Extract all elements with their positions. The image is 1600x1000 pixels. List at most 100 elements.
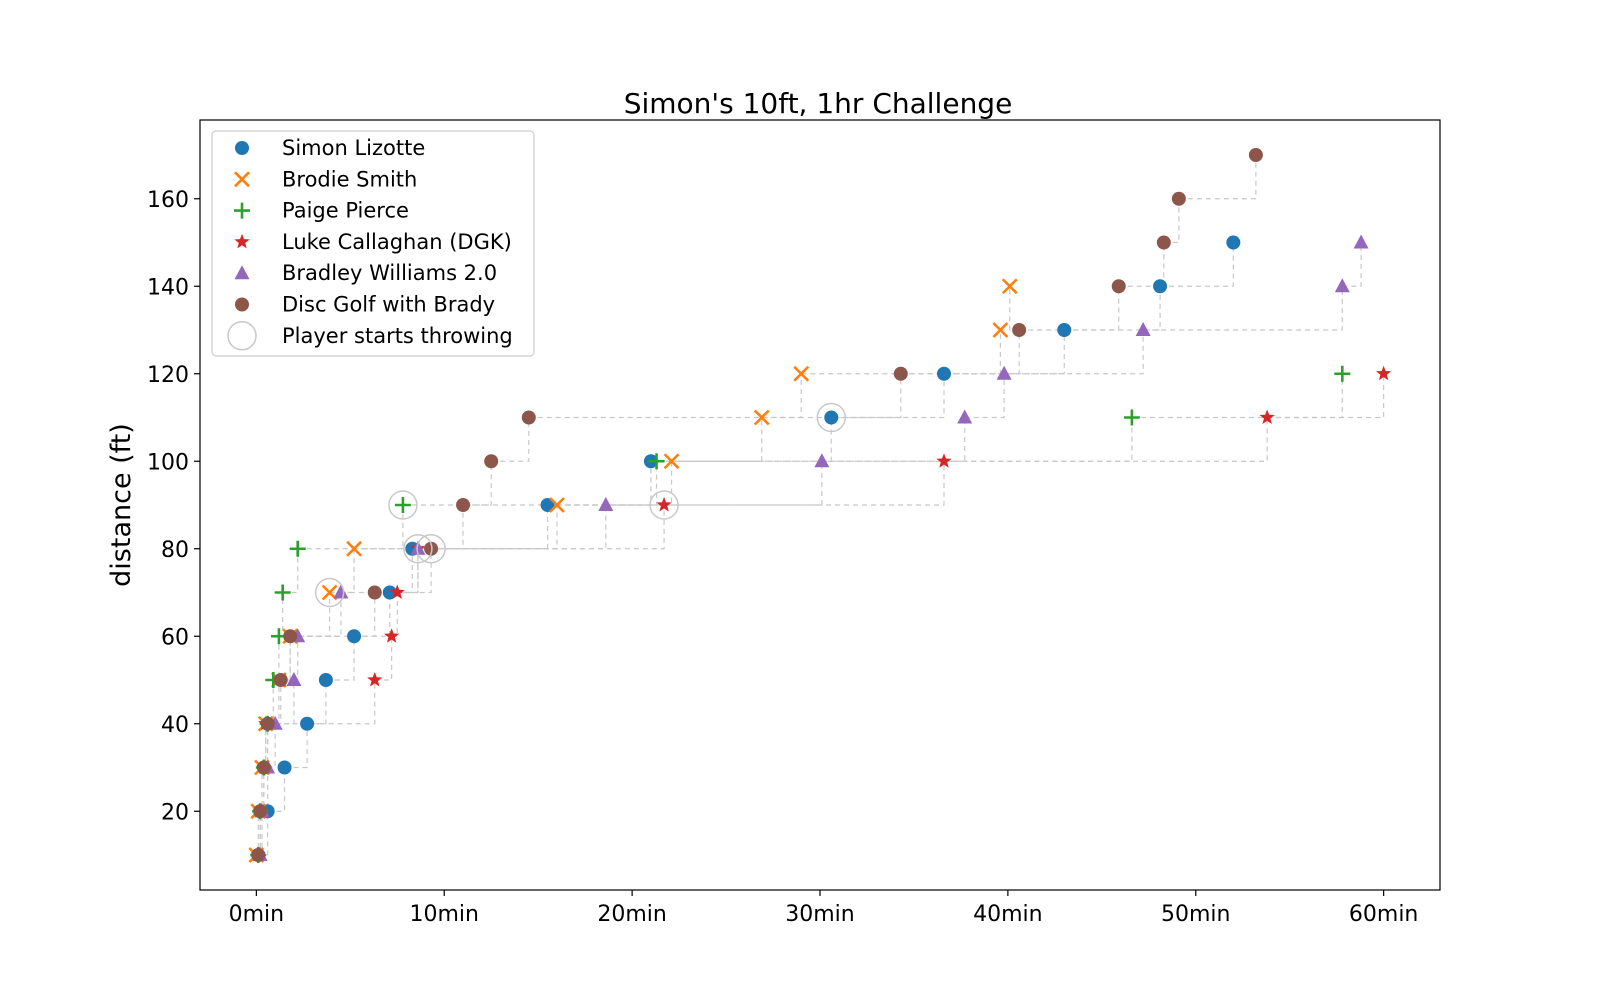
step-connector — [297, 505, 404, 550]
step-connector — [354, 592, 391, 637]
data-point-luke-callaghan-dgk — [936, 453, 952, 468]
step-connector — [391, 592, 398, 637]
data-point-bradley-williams-2-0 — [1334, 278, 1350, 293]
legend-label: Brodie Smith — [282, 167, 417, 191]
data-point-brodie-smith — [793, 365, 810, 382]
data-point-simon-lizotte — [540, 498, 555, 512]
step-connector — [374, 636, 393, 681]
x-tick-label: 60min — [1349, 902, 1418, 927]
data-point-disc-golf-with-brady — [1111, 279, 1126, 294]
step-connector — [463, 461, 492, 506]
step-connector — [282, 548, 299, 594]
x-axis: 0min 10min 20min 30min 40min 50min 60min — [229, 890, 1418, 927]
legend-marker — [234, 265, 250, 280]
y-tick-label: 40 — [161, 713, 189, 738]
step-connector — [556, 461, 673, 506]
data-point-bradley-williams-2-0 — [286, 672, 302, 686]
data-point-brodie-smith — [992, 322, 1009, 338]
data-point-bradley-williams-2-0 — [814, 453, 830, 468]
data-point-paige-pierce — [274, 584, 291, 601]
start-throwing-ring — [416, 534, 446, 564]
data-point-paige-pierce — [289, 540, 306, 557]
x-tick-label: 10min — [410, 902, 479, 927]
data-point-brodie-smith — [1001, 278, 1018, 295]
y-tick-label: 140 — [147, 275, 189, 300]
y-tick-label: 120 — [147, 363, 189, 388]
legend: Simon Lizotte Brodie Smith Paige Pierce Luk… — [211, 130, 535, 357]
legend-marker — [234, 233, 250, 249]
data-point-disc-golf-with-brady — [521, 410, 536, 425]
y-axis-label: distance (ft) — [106, 423, 137, 587]
data-point-disc-golf-with-brady — [424, 541, 439, 556]
y-tick-label: 100 — [147, 450, 189, 475]
step-connector — [528, 373, 902, 419]
data-point-luke-callaghan-dgk — [1376, 365, 1392, 381]
step-connector — [290, 592, 376, 637]
step-connector — [1019, 286, 1120, 331]
data-point-disc-golf-with-brady — [260, 716, 275, 731]
legend-marker — [227, 321, 257, 351]
data-point-disc-golf-with-brady — [893, 366, 908, 381]
step-connector — [374, 548, 432, 594]
step-connector — [284, 723, 308, 769]
data-points — [248, 148, 1392, 863]
step-connector — [605, 461, 823, 506]
legend-label: Simon Lizotte — [282, 136, 425, 160]
step-connector — [307, 680, 327, 725]
data-point-bradley-williams-2-0 — [1353, 234, 1369, 249]
data-point-simon-lizotte — [382, 585, 397, 600]
data-point-disc-golf-with-brady — [1248, 148, 1263, 162]
legend-marker — [234, 202, 250, 219]
data-point-disc-golf-with-brady — [256, 760, 271, 775]
step-connector — [821, 417, 966, 462]
step-connector — [671, 417, 763, 462]
chart-title: Simon's 10ft, 1hr Challenge — [624, 87, 1013, 120]
data-point-disc-golf-with-brady — [1156, 235, 1171, 250]
y-tick-label: 160 — [147, 188, 189, 213]
legend-label: Player starts throwing — [282, 324, 513, 348]
step-connector — [900, 330, 1020, 375]
step-connector — [1143, 286, 1343, 331]
data-point-simon-lizotte — [347, 629, 362, 644]
x-tick-label: 30min — [785, 902, 854, 927]
step-connector — [417, 505, 607, 550]
data-point-bradley-williams-2-0 — [996, 365, 1012, 380]
step-connector — [354, 505, 558, 550]
step-connector — [297, 592, 342, 637]
data-point-disc-golf-with-brady — [456, 498, 471, 512]
data-point-luke-callaghan-dgk — [1259, 409, 1275, 424]
step-connector — [944, 417, 1268, 462]
data-point-disc-golf-with-brady — [367, 585, 382, 600]
data-point-disc-golf-with-brady — [273, 673, 288, 687]
data-point-simon-lizotte — [1153, 279, 1168, 294]
legend-label: Bradley Williams 2.0 — [282, 261, 497, 285]
data-point-simon-lizotte — [824, 410, 839, 425]
step-connector — [1267, 373, 1385, 419]
start-throwing-ring — [388, 490, 418, 520]
data-point-simon-lizotte — [300, 716, 315, 731]
y-tick-label: 80 — [161, 538, 189, 563]
data-point-disc-golf-with-brady — [1012, 323, 1027, 337]
data-point-paige-pierce — [1123, 409, 1140, 426]
step-connector — [1131, 373, 1343, 419]
data-point-luke-callaghan-dgk — [384, 628, 400, 643]
step-connector — [431, 505, 464, 550]
data-point-brodie-smith — [346, 540, 362, 557]
data-point-disc-golf-with-brady — [1171, 191, 1186, 206]
data-point-luke-callaghan-dgk — [656, 497, 672, 512]
data-point-luke-callaghan-dgk — [367, 672, 383, 687]
data-point-simon-lizotte — [1057, 323, 1072, 337]
step-connector — [664, 461, 945, 506]
legend-box — [211, 130, 535, 357]
data-point-brodie-smith — [663, 453, 680, 470]
step-connector — [656, 417, 1133, 462]
step-connector — [275, 680, 295, 725]
step-connector — [1000, 286, 1011, 331]
step-connector — [402, 461, 658, 506]
y-tick-label: 60 — [161, 625, 189, 650]
legend-marker — [235, 297, 249, 312]
data-point-paige-pierce — [1334, 365, 1351, 382]
data-point-bradley-williams-2-0 — [333, 584, 349, 599]
legend-label: Disc Golf with Brady — [282, 293, 495, 317]
data-point-simon-lizotte — [937, 366, 951, 381]
